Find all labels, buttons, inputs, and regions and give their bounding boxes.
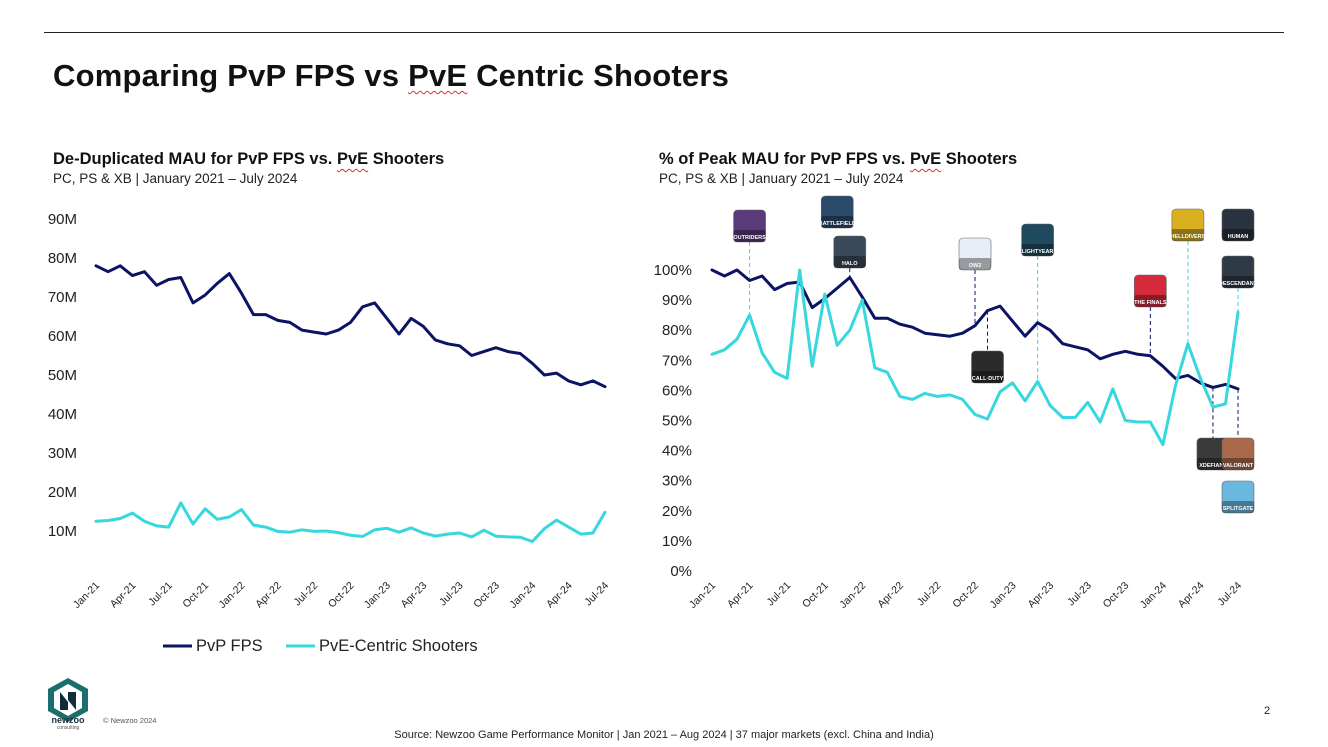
y-tick-label: 70% (662, 352, 692, 369)
svg-text:THE FINALS: THE FINALS (1134, 300, 1167, 306)
y-tick-label: 90M (48, 211, 77, 228)
svg-text:LIGHTYEAR: LIGHTYEAR (1022, 249, 1054, 255)
y-tick-label: 80% (662, 322, 692, 339)
valorant-icon: VALORANT (1221, 437, 1255, 471)
y-tick-label: 20M (48, 484, 77, 501)
logo-name: newzoo (51, 715, 85, 725)
y-tick-label: 50% (662, 413, 692, 430)
page-title: Comparing PvP FPS vs PvE Centric Shooter… (53, 58, 730, 93)
outriders-icon: OUTRIDERS (733, 209, 766, 243)
y-tick-label: 0% (670, 563, 692, 580)
svg-text:HELLDIVERS: HELLDIVERS (1170, 234, 1205, 240)
source-note: Source: Newzoo Game Performance Monitor … (394, 729, 934, 741)
svg-text:XDEFIANT: XDEFIANT (1199, 463, 1227, 469)
series-line-pve (710, 268, 1240, 447)
svg-text:CALL·DUTY: CALL·DUTY (972, 376, 1004, 382)
svg-text:HALO: HALO (842, 261, 858, 267)
y-tick-label: 40% (662, 443, 692, 460)
first-descendant-icon: DESCENDANT (1219, 255, 1258, 289)
call-of-duty-icon: CALL·DUTY (971, 350, 1004, 384)
newzoo-logo-icon (48, 678, 88, 722)
svg-text:VALORANT: VALORANT (1223, 463, 1254, 469)
y-tick-label: 30% (662, 473, 692, 490)
splitgate-icon: SPLITGATE (1221, 480, 1255, 514)
svg-text:SPLITGATE: SPLITGATE (1223, 506, 1254, 512)
copyright: © Newzoo 2024 (103, 716, 157, 725)
y-tick-label: 60% (662, 382, 692, 399)
svg-text:HUMAN: HUMAN (1228, 234, 1248, 240)
helldivers-2-icon: HELLDIVERS (1170, 208, 1206, 242)
halo-infinite-icon: HALO (833, 235, 867, 269)
svg-text:BATTLEFIELD: BATTLEFIELD (819, 221, 856, 227)
xdefiant-icon: XDEFIANT (1196, 437, 1230, 471)
right-chart-title: % of Peak MAU for PvP FPS vs. PvE Shoote… (659, 150, 1018, 168)
right-chart-subtitle: PC, PS & XB | January 2021 – July 2024 (659, 171, 904, 186)
svg-text:DESCENDANT: DESCENDANT (1219, 281, 1258, 287)
y-tick-label: 50M (48, 367, 77, 384)
lightyear-icon: LIGHTYEAR (1021, 223, 1054, 257)
legend-label-pve: PvE-Centric Shooters (319, 637, 478, 655)
logo-sub: consulting (56, 725, 80, 731)
series-line-pvp (94, 264, 607, 389)
y-tick-label: 80M (48, 250, 77, 267)
y-tick-label: 90% (662, 292, 692, 309)
spellcheck-mark: PvE (408, 58, 468, 93)
y-tick-label: 30M (48, 445, 77, 462)
once-human-icon: HUMAN (1221, 208, 1255, 242)
battlefield-2042-icon: BATTLEFIELD (819, 195, 856, 229)
y-tick-label: 20% (662, 503, 692, 520)
y-tick-label: 60M (48, 328, 77, 345)
legend-label-pvp: PvP FPS (196, 637, 263, 655)
left-chart-title: De-Duplicated MAU for PvP FPS vs. PvE Sh… (53, 150, 445, 168)
svg-text:OUTRIDERS: OUTRIDERS (733, 235, 766, 241)
overwatch-2-icon: OW2 (958, 237, 992, 271)
y-tick-label: 10M (48, 523, 77, 540)
y-tick-label: 40M (48, 406, 77, 423)
svg-text:OW2: OW2 (969, 263, 982, 269)
the-finals-icon: THE FINALS (1134, 274, 1167, 308)
page-number: 2 (1264, 705, 1271, 717)
left-chart-subtitle: PC, PS & XB | January 2021 – July 2024 (53, 171, 298, 186)
y-tick-label: 70M (48, 289, 77, 306)
y-tick-label: 100% (654, 262, 692, 279)
y-tick-label: 10% (662, 533, 692, 550)
top-rule (44, 32, 1284, 33)
series-line-pve (94, 501, 607, 543)
